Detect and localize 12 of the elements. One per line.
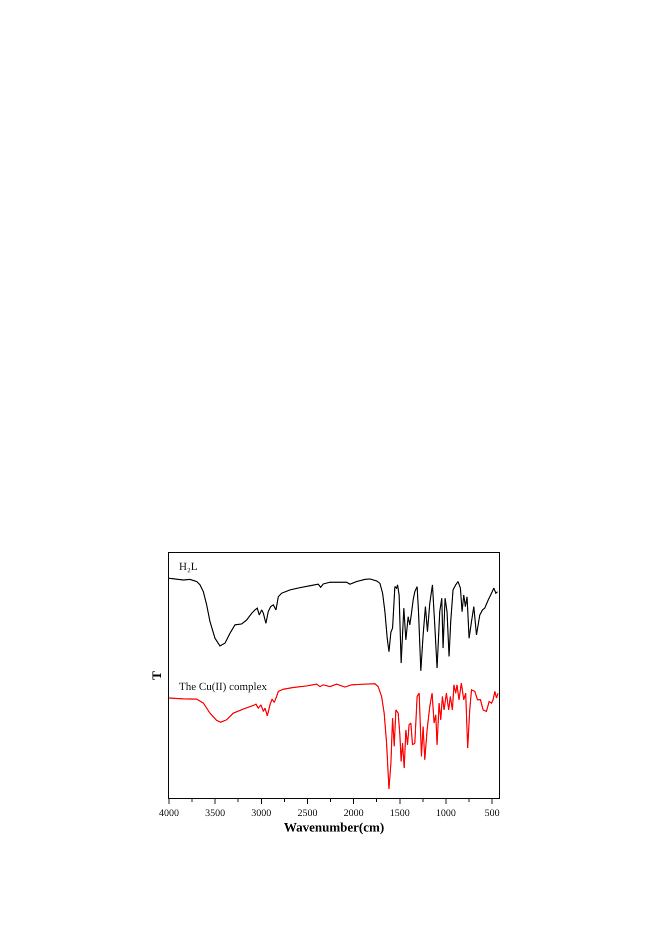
x-tick-label: 3000 xyxy=(251,808,272,819)
x-tick-label: 1000 xyxy=(436,808,456,819)
x-tick-label: 4000 xyxy=(159,808,179,819)
x-tick-label: 1500 xyxy=(390,808,410,819)
x-tick-label: 2500 xyxy=(297,808,318,819)
series-label: H₂L xyxy=(179,561,198,573)
x-tick-label: 500 xyxy=(484,808,500,819)
x-tick-label: 2000 xyxy=(344,808,364,819)
x-axis-title: Wavenumber(cm) xyxy=(284,820,384,835)
series-label: The Cu(II) complex xyxy=(179,681,268,693)
x-tick-label: 3500 xyxy=(205,808,226,819)
y-axis-title: T xyxy=(148,670,164,680)
